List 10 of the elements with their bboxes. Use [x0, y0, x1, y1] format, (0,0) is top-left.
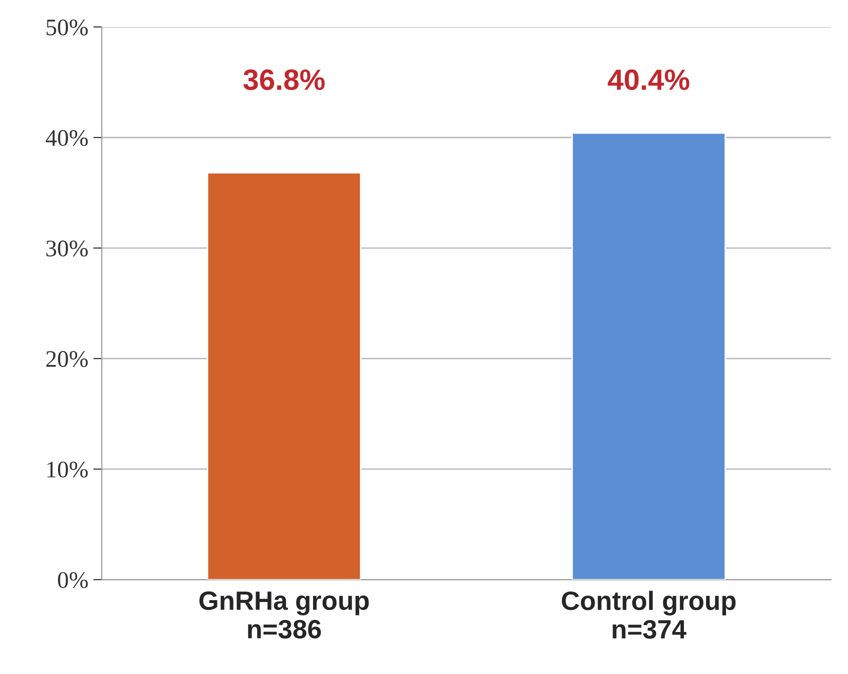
y-tick-label: 30%	[46, 240, 88, 257]
y-tick-label: 20%	[46, 351, 88, 368]
x-tick-label: Control group n=374	[562, 590, 736, 639]
data-label: 40.4%	[608, 69, 690, 90]
x-tick-label: GnRHa group n=386	[199, 591, 369, 639]
y-tick-label: 10%	[47, 462, 88, 478]
y-tick-label: 50%	[46, 19, 88, 36]
y-tick-label: 0%	[58, 572, 88, 588]
data-label: 36.8%	[243, 69, 325, 90]
y-tick-label: 40%	[46, 130, 88, 146]
